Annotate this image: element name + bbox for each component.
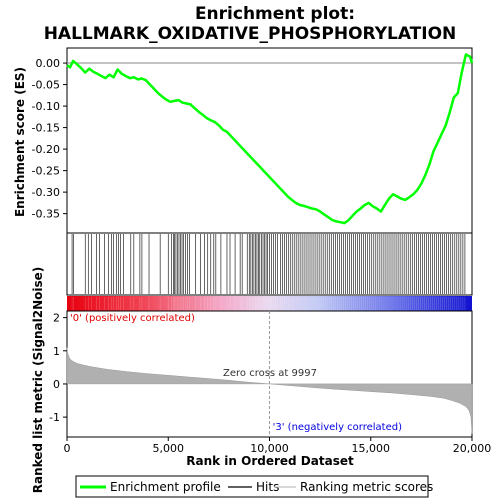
zero-cross-label: Zero cross at 9997 [223,368,317,379]
es-y-tick-label: -0.35 [32,208,60,221]
rank-color-bar [67,296,472,311]
legend-metric-label: Ranking metric scores [300,480,433,494]
x-tick-label: 5,000 [153,442,185,455]
legend-enrichment-label: Enrichment profile [110,480,221,494]
enrichment-profile-line [66,53,474,225]
metric-y-tick-label: 0 [53,378,60,391]
hits-panel-frame [66,232,473,296]
es-y-tick-label: -0.30 [32,186,60,199]
es-y-tick-label: -0.05 [32,79,60,92]
chart-subtitle: HALLMARK_OXIDATIVE_PHOSPHORYLATION [44,24,457,44]
es-y-tick-label: -0.20 [32,143,60,156]
metric-y-axis: 2 1 0 -1 [49,312,67,424]
metric-y-tick-label: -1 [49,411,60,424]
x-tick-label: 0 [64,442,71,455]
ranking-metric-area [66,347,473,434]
legend-hits-label: Hits [256,480,279,494]
es-y-tick-label: 0.00 [36,57,61,70]
es-y-axis: 0.00 -0.05 -0.10 -0.15 -0.20 -0.25 -0.30 -0.35 [32,57,67,221]
metric-y-tick-label: 2 [53,312,60,325]
x-axis: 0 5,000 10,000 15,000 20,000 [64,437,492,455]
es-y-tick-label: -0.25 [32,165,60,178]
es-y-tick-label: -0.10 [32,100,60,113]
es-y-tick-label: -0.15 [32,122,60,135]
rank-color-bar-stripes [71,297,466,310]
negative-correlation-label: '3' (negatively correlated) [273,422,402,433]
metric-y-tick-label: 1 [53,345,60,358]
es-line-group [66,53,474,225]
x-tick-label: 10,000 [250,442,289,455]
es-y-axis-label: Enrichment score (ES) [13,67,27,217]
metric-y-axis-label: Ranked list metric (Signal2Noise) [31,267,45,494]
x-axis-label: Rank in Ordered Dataset [186,454,354,468]
hits-group [71,234,466,294]
x-tick-label: 20,000 [453,442,492,455]
positive-correlation-label: '0' (positively correlated) [70,313,195,324]
x-tick-label: 15,000 [352,442,391,455]
chart-title: Enrichment plot: [195,4,355,24]
